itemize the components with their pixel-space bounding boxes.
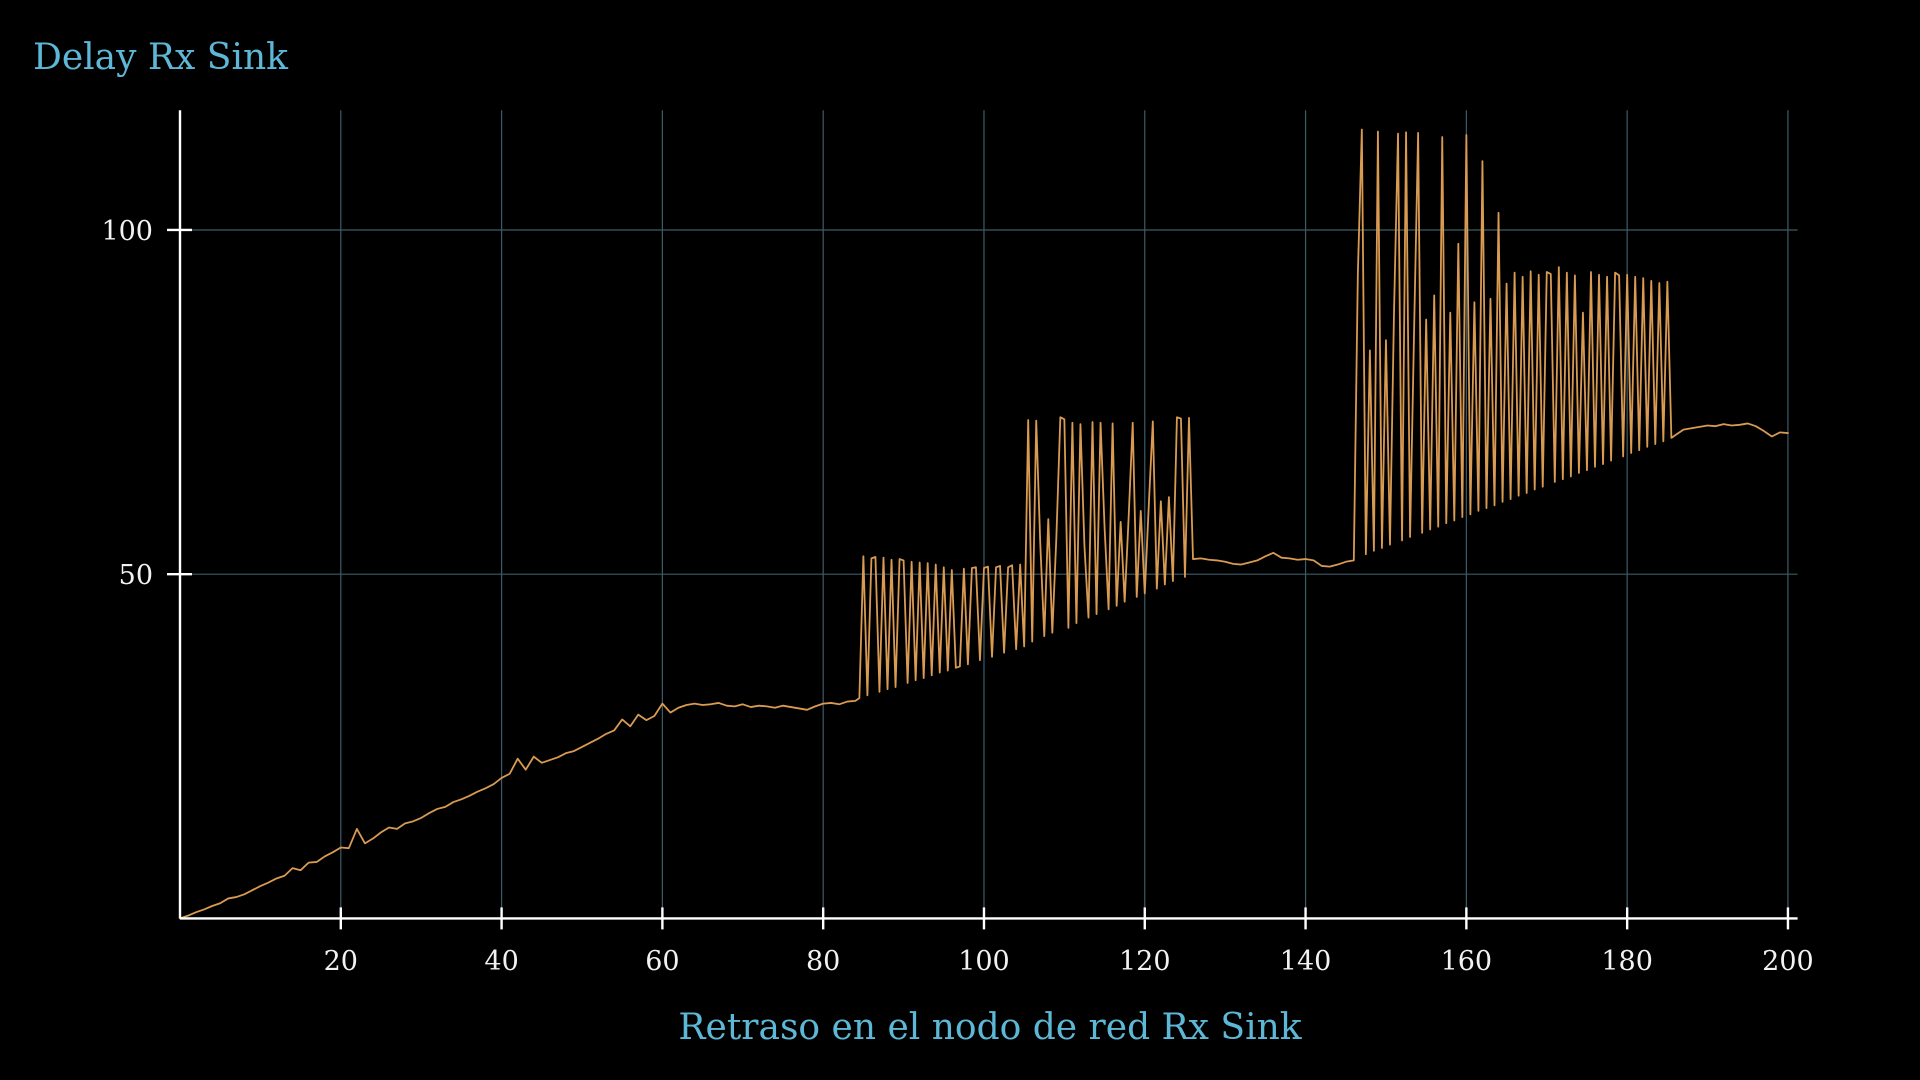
- x-tick-label: 120: [1119, 946, 1171, 977]
- grid-lines: [180, 110, 1798, 919]
- x-tick-label: 80: [806, 946, 840, 977]
- x-tick-label: 180: [1601, 946, 1653, 977]
- tick-labels: 20 40 60 80 100 120 140 160 180 200 50 100: [101, 216, 1813, 977]
- x-tick-label: 140: [1280, 946, 1332, 977]
- series-layer: [179, 128, 1789, 920]
- y-tick-label: 50: [119, 560, 153, 591]
- x-axis-label: Retraso en el nodo de red Rx Sink: [678, 1007, 1302, 1048]
- x-tick-label: 200: [1762, 946, 1814, 977]
- x-tick-label: 20: [324, 946, 358, 977]
- x-tick-label: 40: [484, 946, 518, 977]
- x-tick-label: 60: [645, 946, 679, 977]
- x-tick-label: 100: [958, 946, 1010, 977]
- chart-title: Delay Rx Sink: [33, 37, 288, 78]
- y-tick-label: 100: [101, 216, 153, 247]
- series-line: [179, 128, 1789, 920]
- axes-layer: [167, 110, 1798, 930]
- x-tick-label: 160: [1441, 946, 1493, 977]
